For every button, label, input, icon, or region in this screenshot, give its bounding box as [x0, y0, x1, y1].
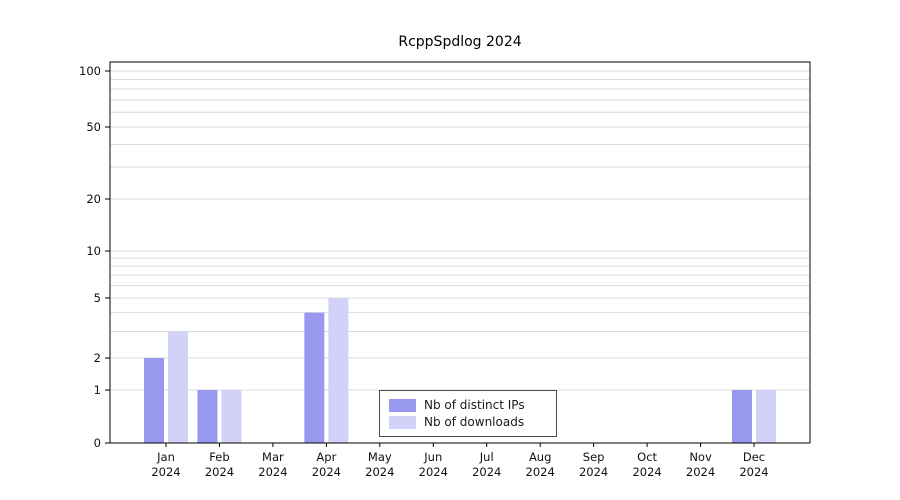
- y-tick-label-50: 50: [86, 120, 101, 134]
- legend-label-downloads: Nb of downloads: [424, 415, 525, 429]
- y-tick-label-1: 1: [94, 383, 101, 397]
- x-tick-label-year-feb: 2024: [205, 465, 234, 479]
- axis-frame: [109, 61, 811, 444]
- bar-nb-of-distinct-ips-feb: [197, 390, 218, 443]
- x-tick-label-year-dec: 2024: [739, 465, 768, 479]
- x-tick-label-year-may: 2024: [365, 465, 394, 479]
- bar-nb-of-downloads-jan: [168, 331, 188, 443]
- legend-item-downloads: Nb of downloads: [389, 415, 547, 429]
- x-tick-label-year-mar: 2024: [258, 465, 287, 479]
- legend-swatch-downloads: [389, 415, 416, 429]
- x-tick-label-year-aug: 2024: [526, 465, 555, 479]
- bar-nb-of-downloads-feb: [221, 390, 242, 443]
- y-tick-label-2: 2: [94, 351, 101, 365]
- x-tick-label-month-oct: Oct: [637, 450, 657, 464]
- bar-nb-of-distinct-ips-apr: [304, 312, 325, 443]
- x-tick-label-year-jul: 2024: [472, 465, 501, 479]
- x-tick-label-month-apr: Apr: [316, 450, 336, 464]
- x-tick-label-month-mar: Mar: [262, 450, 284, 464]
- x-tick-label-month-feb: Feb: [209, 450, 229, 464]
- x-tick-label-month-dec: Dec: [743, 450, 765, 464]
- x-tick-label-month-jun: Jun: [423, 450, 442, 464]
- bar-nb-of-downloads-apr: [328, 298, 349, 443]
- y-tick-label-0: 0: [94, 436, 101, 450]
- x-tick-label-year-apr: 2024: [312, 465, 341, 479]
- x-tick-label-month-sep: Sep: [583, 450, 605, 464]
- x-tick-label-month-jan: Jan: [156, 450, 175, 464]
- x-tick-label-month-nov: Nov: [689, 450, 712, 464]
- y-tick-label-100: 100: [79, 64, 101, 78]
- legend-item-distinct-ips: Nb of distinct IPs: [389, 398, 547, 412]
- y-tick-label-20: 20: [86, 192, 101, 206]
- bar-nb-of-distinct-ips-dec: [732, 390, 752, 443]
- legend-label-distinct-ips: Nb of distinct IPs: [424, 398, 525, 412]
- y-tick-label-10: 10: [86, 244, 101, 258]
- chart-title: RcppSpdlog 2024: [398, 34, 522, 50]
- x-tick-label-year-jun: 2024: [419, 465, 448, 479]
- legend: Nb of distinct IPs Nb of downloads: [379, 390, 557, 437]
- x-tick-label-month-aug: Aug: [529, 450, 551, 464]
- x-tick-label-year-jan: 2024: [151, 465, 180, 479]
- x-tick-label-year-sep: 2024: [579, 465, 608, 479]
- x-tick-label-month-may: May: [368, 450, 392, 464]
- bar-nb-of-distinct-ips-jan: [144, 358, 164, 443]
- y-tick-label-5: 5: [94, 291, 101, 305]
- legend-swatch-distinct-ips: [389, 398, 416, 412]
- x-tick-label-year-oct: 2024: [632, 465, 661, 479]
- x-tick-label-month-jul: Jul: [479, 450, 494, 464]
- x-tick-label-year-nov: 2024: [686, 465, 715, 479]
- bar-nb-of-downloads-dec: [756, 390, 776, 443]
